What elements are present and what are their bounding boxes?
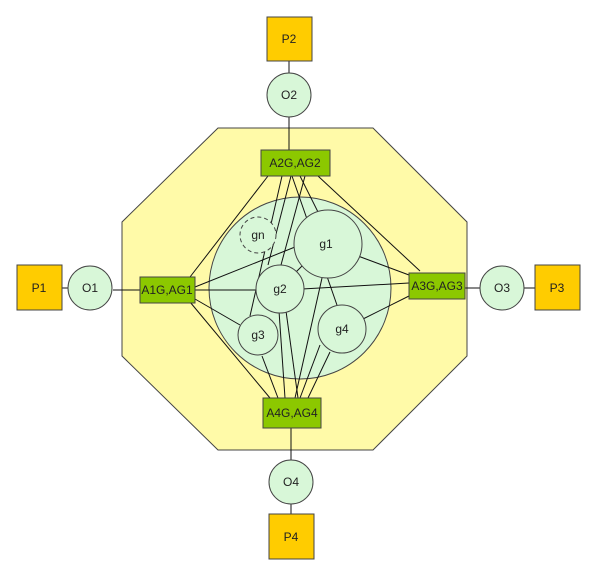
group-g2[interactable]: g2: [255, 264, 305, 314]
port-p2-label: P2: [282, 32, 297, 46]
port-p4-box: [268, 513, 315, 560]
group-g3-label: g3: [251, 328, 265, 342]
group-gn[interactable]: gn: [239, 216, 277, 254]
edge-a2-g2b: [280, 175, 306, 266]
port-p1-label: P1: [32, 281, 47, 295]
edge-g1-a3: [357, 255, 410, 276]
observer-o3-circle: [479, 265, 525, 311]
observer-o3[interactable]: O3: [479, 265, 525, 311]
observer-o1[interactable]: O1: [67, 265, 113, 311]
edge-a1-g1: [194, 246, 296, 288]
port-p4-label: P4: [284, 530, 299, 544]
port-p1[interactable]: P1: [16, 264, 63, 311]
agent-a1[interactable]: A1G,AG1: [139, 276, 196, 304]
observer-o4-circle: [268, 459, 314, 505]
observer-o4[interactable]: O4: [268, 459, 314, 505]
port-p1-box: [16, 264, 63, 311]
edge-g2-a4b: [285, 310, 299, 399]
agent-a4-box: [262, 397, 322, 429]
port-p2[interactable]: P2: [266, 16, 313, 62]
group-g1-label: g1: [319, 237, 333, 251]
agent-a2-label: A2G,AG2: [269, 156, 321, 170]
group-g3[interactable]: g3: [237, 314, 279, 356]
edge-a1-g3: [194, 298, 241, 326]
external-edges: [62, 61, 535, 514]
group-g1[interactable]: g1: [293, 209, 363, 279]
edge-g2-a4a: [278, 310, 286, 399]
observer-o1-circle: [67, 265, 113, 311]
observer-o1-label: O1: [82, 281, 98, 295]
port-p4[interactable]: P4: [268, 513, 315, 560]
agent-a3-label: A3G,AG3: [411, 279, 463, 293]
port-p2-box: [266, 16, 313, 62]
agent-a4[interactable]: A4G,AG4: [262, 397, 322, 429]
group-g2-label: g2: [273, 282, 287, 296]
group-g4-circle: [317, 304, 367, 354]
observer-o2[interactable]: O2: [266, 72, 312, 118]
internal-edges: [189, 175, 421, 399]
edge-g3-a4: [261, 355, 279, 399]
group-gn-label: gn: [251, 228, 264, 242]
edge-g4-a4b: [299, 344, 321, 399]
group-g1-circle: [293, 209, 363, 279]
observer-o2-circle: [266, 72, 312, 118]
edge-a1-a2: [189, 175, 269, 278]
agent-a2-box: [260, 149, 331, 177]
observer-o2-label: O2: [281, 88, 297, 102]
agent-a4-label: A4G,AG4: [266, 406, 318, 420]
group-g4-label: g4: [335, 322, 349, 336]
observer-o3-label: O3: [494, 281, 510, 295]
agent-a3[interactable]: A3G,AG3: [408, 272, 466, 300]
agent-a1-label: A1G,AG1: [141, 283, 193, 297]
agent-a2[interactable]: A2G,AG2: [260, 149, 331, 177]
port-p3[interactable]: P3: [534, 264, 581, 311]
agent-a3-box: [408, 272, 466, 300]
observer-o4-label: O4: [283, 475, 299, 489]
port-p3-box: [534, 264, 581, 311]
edge-a2-g2a: [267, 175, 292, 266]
edge-a1-a4: [189, 301, 271, 399]
edge-g4-a3: [360, 295, 410, 321]
edge-g1-a4: [294, 277, 323, 399]
port-p3-label: P3: [550, 281, 565, 295]
group-g4[interactable]: g4: [317, 304, 367, 354]
group-gn-circle: [239, 216, 277, 254]
agent-a1-box: [139, 276, 196, 304]
group-g2-circle: [255, 264, 305, 314]
edge-a2-g1: [299, 175, 319, 213]
edge-a2-a3: [317, 175, 421, 272]
edge-g4-a4: [307, 351, 331, 399]
group-g3-circle: [237, 314, 279, 356]
